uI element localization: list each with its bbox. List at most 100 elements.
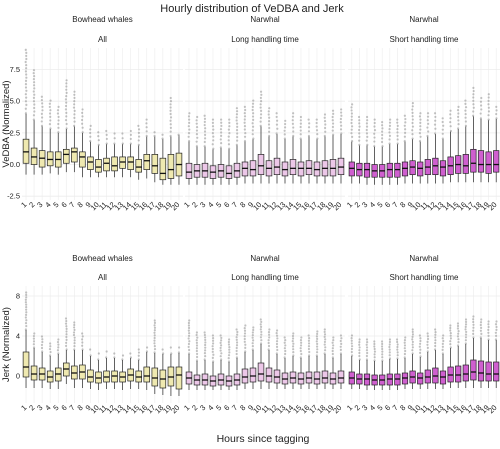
box-outlier bbox=[49, 115, 52, 119]
box-outlier bbox=[323, 134, 326, 138]
box-outlier bbox=[358, 119, 361, 122]
box-outlier bbox=[212, 128, 215, 131]
box-outlier bbox=[441, 120, 444, 124]
box-outlier bbox=[388, 131, 391, 134]
box-outlier bbox=[251, 129, 254, 132]
x-tick-label: 5 bbox=[375, 403, 384, 412]
box-outlier bbox=[24, 79, 28, 83]
box-outlier bbox=[350, 347, 353, 351]
box-outlier bbox=[227, 139, 230, 142]
box-outlier bbox=[434, 127, 437, 130]
box-outlier bbox=[252, 137, 255, 140]
box-outlier bbox=[411, 108, 414, 111]
box-outlier bbox=[323, 352, 326, 355]
box-outlier bbox=[323, 340, 327, 344]
box-outlier bbox=[388, 134, 392, 137]
box-outlier bbox=[472, 96, 475, 99]
box-outlier bbox=[187, 334, 191, 337]
box-outlier bbox=[292, 354, 295, 357]
box-outlier bbox=[219, 349, 222, 352]
box bbox=[233, 328, 241, 390]
box-outlier bbox=[373, 347, 376, 351]
box-outlier bbox=[105, 137, 108, 141]
box bbox=[167, 346, 175, 396]
box-outlier bbox=[97, 131, 100, 134]
box-outlier bbox=[426, 335, 430, 338]
box bbox=[379, 340, 386, 390]
box-outlier bbox=[465, 330, 468, 334]
x-tick-label: 6 bbox=[383, 403, 392, 412]
box-outlier bbox=[243, 327, 246, 330]
box-body bbox=[143, 154, 151, 170]
box-outlier bbox=[65, 335, 68, 339]
box bbox=[22, 48, 30, 175]
box-outlier bbox=[350, 334, 354, 337]
x-tick-label: 8 bbox=[398, 403, 407, 412]
box-outlier bbox=[449, 326, 452, 330]
box-outlier bbox=[331, 341, 334, 344]
box-outlier bbox=[332, 336, 335, 339]
box bbox=[22, 291, 30, 388]
box-outlier bbox=[227, 135, 230, 138]
box-outlier bbox=[456, 327, 459, 330]
box-outlier bbox=[389, 118, 392, 121]
box bbox=[470, 86, 477, 183]
box-outlier bbox=[487, 331, 490, 334]
box-outlier bbox=[243, 121, 246, 124]
box-outlier bbox=[153, 319, 156, 322]
box-outlier bbox=[284, 122, 287, 126]
box-outlier bbox=[64, 108, 68, 111]
box-outlier bbox=[204, 355, 207, 358]
x-tick-label: 1 bbox=[19, 200, 28, 209]
box-outlier bbox=[97, 135, 100, 138]
box-outlier bbox=[324, 123, 327, 126]
box-outlier bbox=[487, 320, 490, 323]
box-outlier bbox=[65, 111, 68, 114]
box-outlier bbox=[365, 128, 368, 132]
box-outlier bbox=[24, 70, 28, 73]
box-outlier bbox=[283, 133, 286, 136]
box-outlier bbox=[80, 118, 84, 122]
box bbox=[485, 320, 492, 388]
box-outlier bbox=[411, 125, 415, 128]
box-outlier bbox=[404, 349, 407, 353]
box-outlier bbox=[73, 323, 76, 327]
box-outlier bbox=[276, 127, 279, 130]
box-outlier bbox=[259, 323, 262, 326]
x-tick-label: 11 bbox=[260, 403, 272, 415]
box-outlier bbox=[316, 332, 319, 336]
box bbox=[143, 118, 151, 179]
box-outlier bbox=[65, 94, 68, 98]
box bbox=[273, 112, 281, 184]
box-outlier bbox=[411, 111, 414, 114]
box-outlier bbox=[396, 127, 399, 131]
box bbox=[485, 93, 492, 183]
box-outlier bbox=[32, 78, 35, 81]
box-outlier bbox=[299, 125, 302, 129]
box-outlier bbox=[24, 112, 27, 115]
box-outlier bbox=[48, 347, 52, 351]
box-outlier bbox=[188, 121, 191, 124]
box-outlier bbox=[494, 331, 497, 334]
box-outlier bbox=[65, 85, 68, 88]
box-outlier bbox=[373, 145, 376, 148]
box-outlier bbox=[283, 137, 286, 140]
box-outlier bbox=[56, 109, 60, 112]
box-outlier bbox=[169, 116, 173, 119]
box-outlier bbox=[331, 122, 335, 125]
box-outlier bbox=[220, 118, 223, 121]
box-outlier bbox=[381, 347, 384, 351]
box-outlier bbox=[260, 99, 263, 103]
box-outlier bbox=[434, 344, 437, 348]
box-outlier bbox=[366, 351, 369, 355]
box-outlier bbox=[24, 316, 27, 319]
box-outlier bbox=[259, 342, 263, 345]
box-outlier bbox=[275, 332, 278, 335]
facet-panel: Bowhead whalesAll12345678910111213141516… bbox=[16, 254, 183, 415]
box-outlier bbox=[267, 339, 270, 342]
box-outlier bbox=[472, 106, 475, 109]
box-outlier bbox=[339, 352, 343, 355]
box-outlier bbox=[64, 317, 68, 320]
box-outlier bbox=[457, 105, 460, 108]
box bbox=[386, 118, 393, 185]
